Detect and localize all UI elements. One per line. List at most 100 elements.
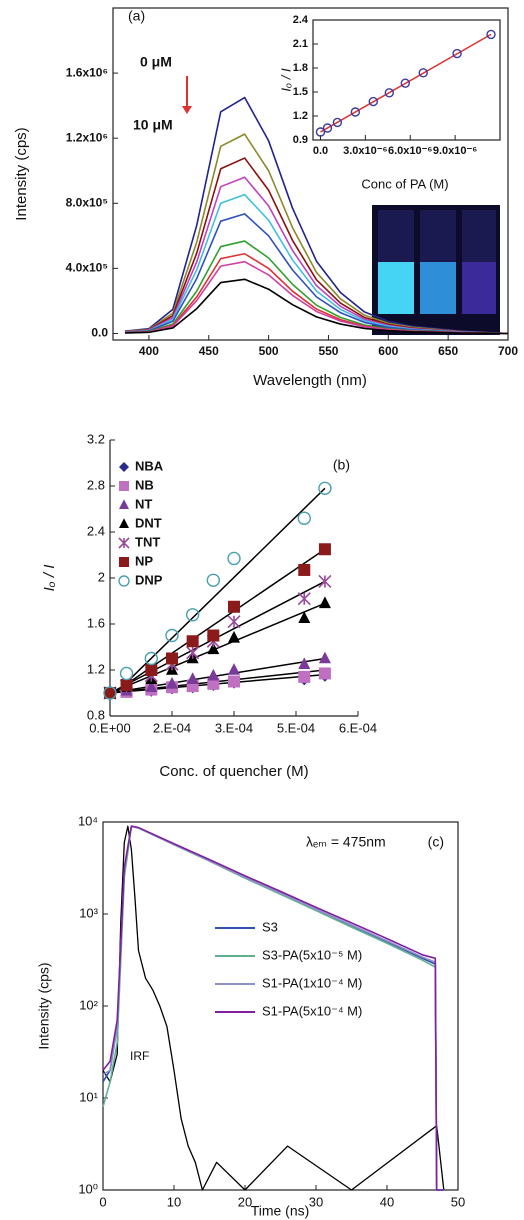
legend-label: S1-PA(1x10⁻⁴ M) (262, 975, 362, 990)
data-point (103, 686, 117, 700)
x-tick-label: 600 (378, 344, 398, 358)
x-axis-label: Time (ns) (251, 1203, 310, 1219)
fit-line (109, 487, 326, 700)
data-point (119, 666, 134, 681)
data-point (298, 611, 311, 624)
series-line (124, 278, 509, 335)
legend-label: S3-PA(5x10⁻⁵ M) (262, 947, 362, 962)
y-tick-label: 2.4 (87, 523, 105, 538)
y-axis-label: Iₒ / I (278, 68, 293, 92)
data-point (318, 667, 331, 680)
x-axis-label: Conc of PA (M) (361, 176, 448, 191)
x-axis-label: Wavelength (nm) (253, 372, 367, 389)
data-point (318, 481, 332, 495)
x-tick-label: 0 (99, 1194, 106, 1209)
y-axis-label: Intensity (cps) (36, 962, 52, 1049)
y-tick-label: 3.2 (87, 431, 105, 446)
x-tick-label: 5.E-04 (277, 720, 315, 735)
x-tick-label: 500 (259, 344, 279, 358)
data-point (145, 680, 158, 693)
data-point (418, 68, 428, 78)
data-point (298, 563, 311, 576)
irf-line (102, 825, 445, 1191)
annotation: 0 μM (140, 54, 172, 70)
annotation: 10 μM (133, 117, 173, 133)
legend-label: NP (135, 553, 153, 568)
data-point (298, 657, 311, 670)
y-tick-label: 4.0x10⁵ (66, 261, 108, 275)
y-tick-label: 10¹ (79, 1089, 98, 1104)
data-point (318, 543, 331, 556)
data-point (227, 551, 241, 566)
x-axis-label: Conc. of quencher (M) (159, 763, 308, 780)
x-tick-label: 40 (380, 1194, 394, 1209)
legend-marker (119, 499, 129, 509)
y-tick-label: 1.5 (293, 86, 308, 98)
data-point (228, 675, 240, 688)
legend-marker (118, 575, 130, 587)
data-point (318, 574, 332, 589)
legend-marker (119, 481, 129, 491)
y-tick-label: 8.0x10⁵ (66, 195, 108, 209)
panel-label: (c) (428, 834, 444, 850)
legend-label: S1-PA(5x10⁻⁴ M) (262, 1003, 362, 1018)
legend-marker (119, 462, 129, 472)
y-tick-label: 10² (79, 997, 98, 1012)
data-point (104, 687, 116, 699)
data-point (322, 123, 333, 133)
vial-photo (372, 205, 500, 335)
data-point (186, 635, 199, 648)
y-tick-label: 1.2 (293, 110, 308, 122)
panel-label: (a) (128, 8, 145, 24)
data-point (332, 117, 343, 128)
x-tick-label: 400 (139, 344, 159, 358)
data-point (400, 78, 411, 88)
y-tick-label: 2.1 (293, 38, 308, 50)
data-point (186, 646, 200, 660)
data-point (120, 678, 133, 691)
x-tick-label: 50 (451, 1194, 465, 1209)
data-point (206, 573, 221, 587)
y-tick-label: 1.8 (293, 62, 308, 74)
data-point (297, 592, 311, 606)
x-tick-label: 450 (199, 344, 219, 358)
data-point (227, 615, 241, 629)
x-tick-label: 2.E-04 (153, 720, 191, 735)
y-tick-label: 10⁴ (78, 813, 98, 828)
y-tick-label: 10³ (79, 905, 98, 920)
data-point (144, 651, 159, 666)
legend-marker (119, 557, 129, 567)
y-tick-label: 2 (98, 569, 105, 584)
data-point (384, 88, 394, 98)
y-tick-label: 2.8 (87, 477, 105, 492)
data-point (207, 668, 220, 681)
x-tick-label: 0.E+00 (89, 720, 131, 735)
data-point (350, 107, 361, 117)
irf-label: IRF (130, 1049, 149, 1063)
x-tick-label: 9.0x10⁻⁶ (433, 145, 478, 157)
data-point (318, 596, 331, 609)
series-line (102, 825, 444, 1191)
y-tick-label: 0.8 (87, 707, 105, 722)
data-point (228, 630, 240, 643)
y-tick-label: 0.0 (91, 326, 108, 340)
data-point (452, 48, 462, 59)
x-tick-label: 3.0x10⁻⁶ (343, 145, 388, 157)
legend-label: DNT (135, 515, 162, 530)
y-tick-label: 1.2x10⁶ (66, 130, 108, 144)
x-tick-label: 6.E-04 (339, 720, 377, 735)
data-point (186, 672, 199, 684)
legend-label: DNP (135, 572, 163, 587)
data-point (207, 677, 220, 690)
legend-marker (118, 537, 130, 549)
data-point (185, 608, 200, 622)
data-point (318, 651, 331, 664)
y-tick-label: 2.4 (293, 14, 309, 26)
legend-marker (119, 518, 129, 528)
data-point (228, 600, 240, 613)
x-tick-label: 20 (238, 1194, 252, 1209)
plot-frame (312, 19, 501, 141)
legend-label: S3 (262, 919, 278, 934)
annotation: λₑₘ = 475nm (306, 834, 386, 850)
